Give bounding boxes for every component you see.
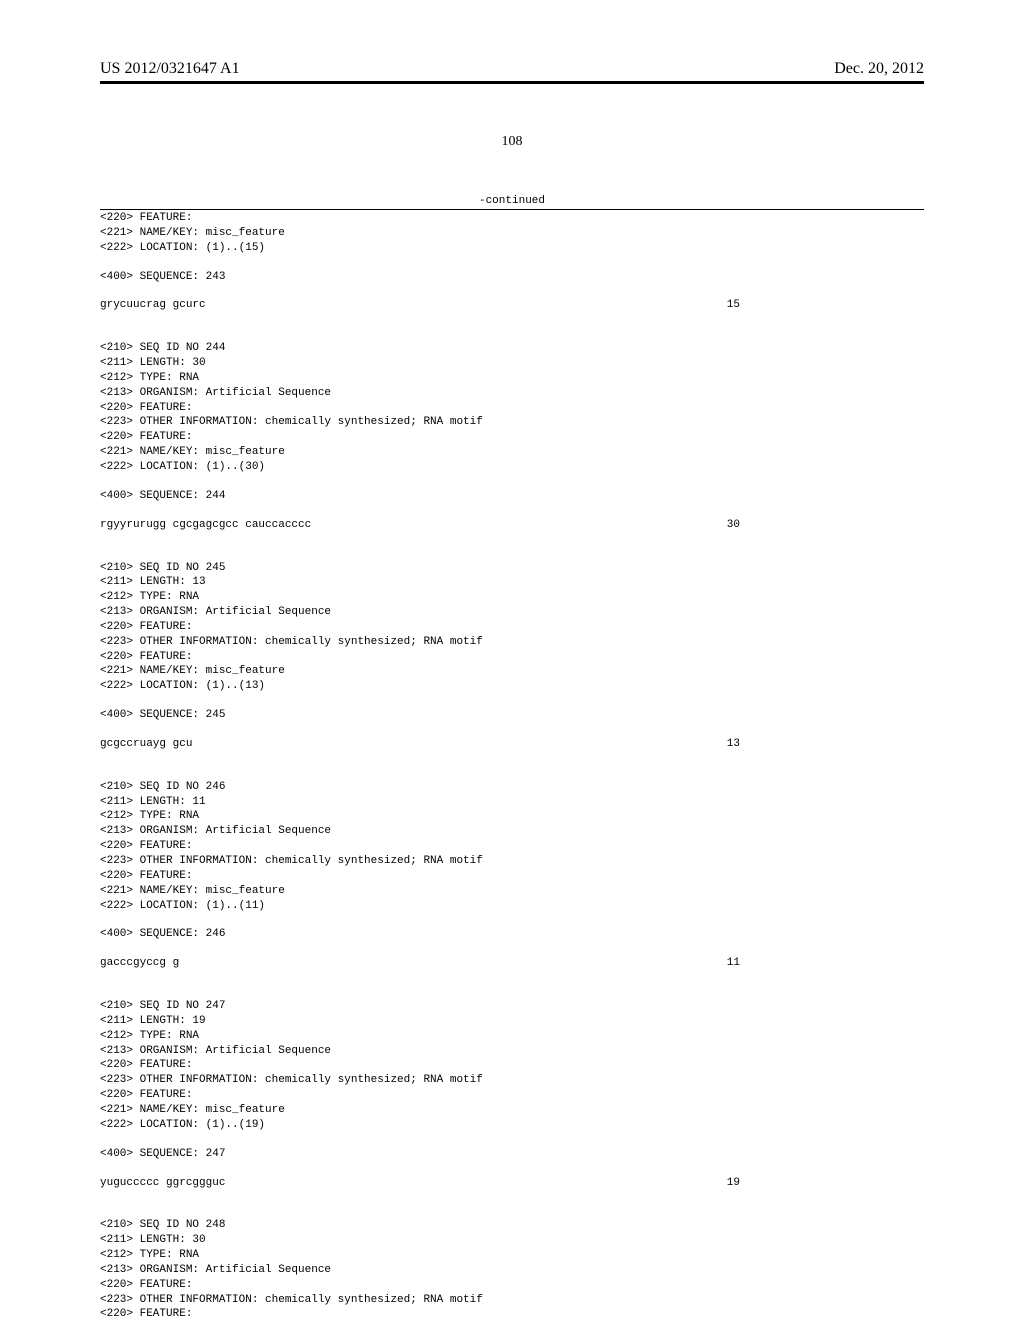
feature-line: <210> SEQ ID NO 247 (100, 999, 924, 1014)
feature-line: <210> SEQ ID NO 248 (100, 1218, 924, 1233)
feature-line: <400> SEQUENCE: 244 (100, 489, 924, 504)
page-number: 108 (100, 134, 924, 150)
feature-line: <223> OTHER INFORMATION: chemically synt… (100, 854, 924, 869)
feature-line: <212> TYPE: RNA (100, 809, 924, 824)
sequence-length: 13 (727, 737, 740, 752)
document-header: US 2012/0321647 A1 Dec. 20, 2012 (100, 60, 924, 84)
sequence-block: <400> SEQUENCE: 245 (100, 708, 924, 723)
sequence-row: rgyyrurugg cgcgagcgcc cauccacccc 30 (100, 518, 740, 533)
continued-label: -continued (100, 195, 924, 207)
sequence-length: 15 (727, 298, 740, 313)
sequence-length: 19 (727, 1176, 740, 1191)
feature-line: <212> TYPE: RNA (100, 1029, 924, 1044)
sequence-text: rgyyrurugg cgcgagcgcc cauccacccc (100, 518, 311, 533)
publication-number: US 2012/0321647 A1 (100, 60, 240, 78)
feature-line: <220> FEATURE: (100, 620, 924, 635)
feature-line: <213> ORGANISM: Artificial Sequence (100, 824, 924, 839)
sequence-row: gcgccruayg gcu 13 (100, 737, 740, 752)
feature-line: <222> LOCATION: (1)..(11) (100, 899, 924, 914)
sequence-block: <400> SEQUENCE: 246 (100, 927, 924, 942)
sequence-text: grycuucrag gcurc (100, 298, 206, 313)
sequence-block: grycuucrag gcurc 15 (100, 298, 924, 313)
feature-line: <222> LOCATION: (1)..(13) (100, 679, 924, 694)
content-wrapper: <220> FEATURE:<221> NAME/KEY: misc_featu… (100, 209, 924, 1322)
feature-line: <212> TYPE: RNA (100, 590, 924, 605)
feature-line: <213> ORGANISM: Artificial Sequence (100, 386, 924, 401)
feature-line: <212> TYPE: RNA (100, 371, 924, 386)
feature-line: <213> ORGANISM: Artificial Sequence (100, 1044, 924, 1059)
feature-line: <223> OTHER INFORMATION: chemically synt… (100, 1073, 924, 1088)
feature-line: <222> LOCATION: (1)..(19) (100, 1118, 924, 1133)
sequence-length: 11 (727, 956, 740, 971)
feature-line: <211> LENGTH: 11 (100, 795, 924, 810)
feature-line: <223> OTHER INFORMATION: chemically synt… (100, 635, 924, 650)
feature-line: <211> LENGTH: 30 (100, 356, 924, 371)
feature-line: <220> FEATURE: (100, 430, 924, 445)
feature-line: <221> NAME/KEY: misc_feature (100, 884, 924, 899)
feature-line: <213> ORGANISM: Artificial Sequence (100, 1263, 924, 1278)
feature-line: <220> FEATURE: (100, 1088, 924, 1103)
feature-line: <400> SEQUENCE: 245 (100, 708, 924, 723)
sequence-block: <400> SEQUENCE: 247 (100, 1147, 924, 1162)
feature-line: <210> SEQ ID NO 244 (100, 341, 924, 356)
feature-line: <220> FEATURE: (100, 1278, 924, 1293)
sequence-block: <210> SEQ ID NO 245<211> LENGTH: 13<212>… (100, 561, 924, 695)
sequence-block: <400> SEQUENCE: 244 (100, 489, 924, 504)
sequence-block: <220> FEATURE:<221> NAME/KEY: misc_featu… (100, 211, 924, 256)
feature-line: <211> LENGTH: 30 (100, 1233, 924, 1248)
feature-line: <220> FEATURE: (100, 401, 924, 416)
feature-line: <222> LOCATION: (1)..(30) (100, 460, 924, 475)
sequence-length: 30 (727, 518, 740, 533)
sequence-block: rgyyrurugg cgcgagcgcc cauccacccc 30 (100, 518, 924, 533)
sequence-block: <210> SEQ ID NO 248<211> LENGTH: 30<212>… (100, 1218, 924, 1322)
sequence-text: yuguccccc ggrcggguc (100, 1176, 225, 1191)
feature-line: <400> SEQUENCE: 246 (100, 927, 924, 942)
sequence-block: gcgccruayg gcu 13 (100, 737, 924, 752)
feature-line: <400> SEQUENCE: 243 (100, 270, 924, 285)
feature-line: <211> LENGTH: 19 (100, 1014, 924, 1029)
feature-line: <222> LOCATION: (1)..(15) (100, 241, 924, 256)
sequence-block: gacccgyccg g 11 (100, 956, 924, 971)
feature-line: <220> FEATURE: (100, 869, 924, 884)
sequence-row: gacccgyccg g 11 (100, 956, 740, 971)
feature-line: <221> NAME/KEY: misc_feature (100, 445, 924, 460)
sequence-listing: <220> FEATURE:<221> NAME/KEY: misc_featu… (100, 210, 924, 1322)
publication-date: Dec. 20, 2012 (834, 60, 924, 78)
feature-line: <211> LENGTH: 13 (100, 575, 924, 590)
feature-line: <223> OTHER INFORMATION: chemically synt… (100, 415, 924, 430)
feature-line: <210> SEQ ID NO 246 (100, 780, 924, 795)
sequence-text: gacccgyccg g (100, 956, 179, 971)
feature-line: <212> TYPE: RNA (100, 1248, 924, 1263)
feature-line: <220> FEATURE: (100, 1058, 924, 1073)
feature-line: <210> SEQ ID NO 245 (100, 561, 924, 576)
feature-line: <223> OTHER INFORMATION: chemically synt… (100, 1293, 924, 1308)
feature-line: <220> FEATURE: (100, 650, 924, 665)
sequence-text: gcgccruayg gcu (100, 737, 192, 752)
sequence-block: <210> SEQ ID NO 244<211> LENGTH: 30<212>… (100, 341, 924, 475)
feature-line: <221> NAME/KEY: misc_feature (100, 226, 924, 241)
feature-line: <213> ORGANISM: Artificial Sequence (100, 605, 924, 620)
feature-line: <400> SEQUENCE: 247 (100, 1147, 924, 1162)
sequence-block: <210> SEQ ID NO 247<211> LENGTH: 19<212>… (100, 999, 924, 1133)
sequence-block: <400> SEQUENCE: 243 (100, 270, 924, 285)
sequence-block: <210> SEQ ID NO 246<211> LENGTH: 11<212>… (100, 780, 924, 914)
feature-line: <220> FEATURE: (100, 839, 924, 854)
feature-line: <221> NAME/KEY: misc_feature (100, 664, 924, 679)
sequence-row: yuguccccc ggrcggguc 19 (100, 1176, 740, 1191)
feature-line: <221> NAME/KEY: misc_feature (100, 1103, 924, 1118)
sequence-block: yuguccccc ggrcggguc 19 (100, 1176, 924, 1191)
sequence-row: grycuucrag gcurc 15 (100, 298, 740, 313)
feature-line: <220> FEATURE: (100, 211, 924, 226)
